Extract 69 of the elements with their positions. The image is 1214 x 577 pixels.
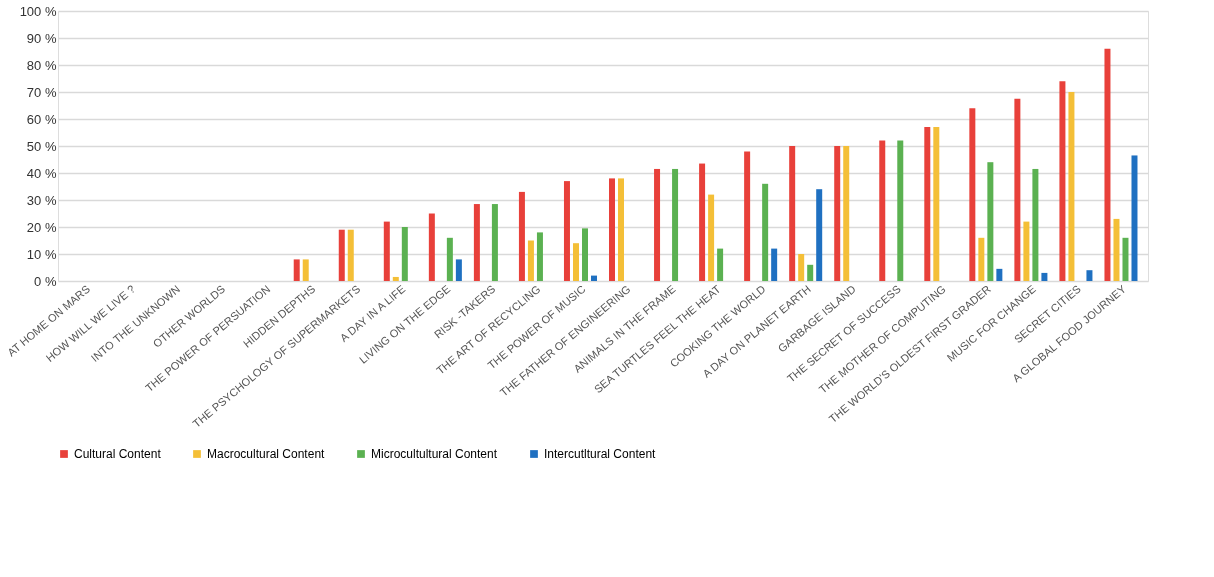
bar: [1068, 92, 1075, 281]
bar: [1086, 270, 1093, 281]
bar: [518, 191, 525, 281]
bar: [527, 240, 534, 281]
bar: [996, 268, 1003, 281]
bar: [744, 151, 751, 281]
y-tick-label: 10 %: [26, 246, 57, 262]
y-tick-label: 90 %: [26, 30, 57, 46]
bar: [816, 189, 823, 281]
bar: [771, 248, 778, 281]
bar: [843, 146, 850, 281]
bar: [383, 221, 390, 281]
bar: [879, 140, 886, 281]
bar: [978, 237, 985, 281]
bar: [672, 168, 679, 281]
legend-label: Cultural Content: [74, 447, 162, 461]
bar: [563, 181, 570, 281]
y-tick-label: 60 %: [26, 111, 57, 127]
bar: [1059, 81, 1066, 281]
bar: [572, 243, 579, 281]
y-tick-label: 0 %: [34, 273, 57, 289]
bar: [392, 276, 399, 281]
bar: [293, 259, 300, 281]
bar: [699, 163, 706, 281]
bar: [1023, 221, 1030, 281]
bar: [1041, 272, 1048, 281]
bar: [708, 194, 715, 281]
bar: [581, 228, 588, 281]
bar: [933, 127, 940, 281]
bar: [1032, 168, 1039, 281]
bar: [798, 254, 805, 281]
bar: [455, 259, 462, 281]
bar: [590, 275, 597, 281]
bar: [807, 264, 814, 281]
bar: [969, 108, 976, 281]
bar: [401, 227, 408, 281]
bar: [473, 204, 480, 281]
bar: [762, 183, 769, 281]
bar: [446, 237, 453, 281]
bar: [536, 232, 543, 281]
y-tick-label: 40 %: [26, 165, 57, 181]
bar: [1014, 98, 1021, 281]
bar: [338, 229, 345, 281]
bar: [428, 213, 435, 281]
bar: [897, 140, 904, 281]
bar: [1113, 218, 1120, 281]
bar: [1131, 155, 1138, 281]
bar: [987, 162, 994, 281]
y-tick-label: 80 %: [26, 57, 57, 73]
y-tick-label: 50 %: [26, 138, 57, 154]
bar: [491, 204, 498, 281]
legend-label: Macrocultural Content: [207, 447, 326, 461]
bar: [618, 178, 625, 281]
bar: [347, 229, 354, 281]
bar: [302, 259, 309, 281]
bar: [834, 146, 841, 281]
bar: [654, 168, 661, 281]
legend-label: Intercutltural Content: [544, 447, 657, 461]
y-tick-label: 20 %: [26, 219, 57, 235]
bar: [1122, 237, 1129, 281]
bar: [717, 248, 724, 281]
bar: [789, 146, 796, 281]
bar: [924, 127, 931, 281]
y-tick-label: 70 %: [26, 84, 57, 100]
bar: [609, 178, 616, 281]
y-tick-label: 30 %: [26, 192, 57, 208]
bar: [1104, 48, 1111, 281]
legend-label: Microcultultural Content: [371, 447, 498, 461]
y-tick-label: 100 %: [19, 3, 57, 19]
